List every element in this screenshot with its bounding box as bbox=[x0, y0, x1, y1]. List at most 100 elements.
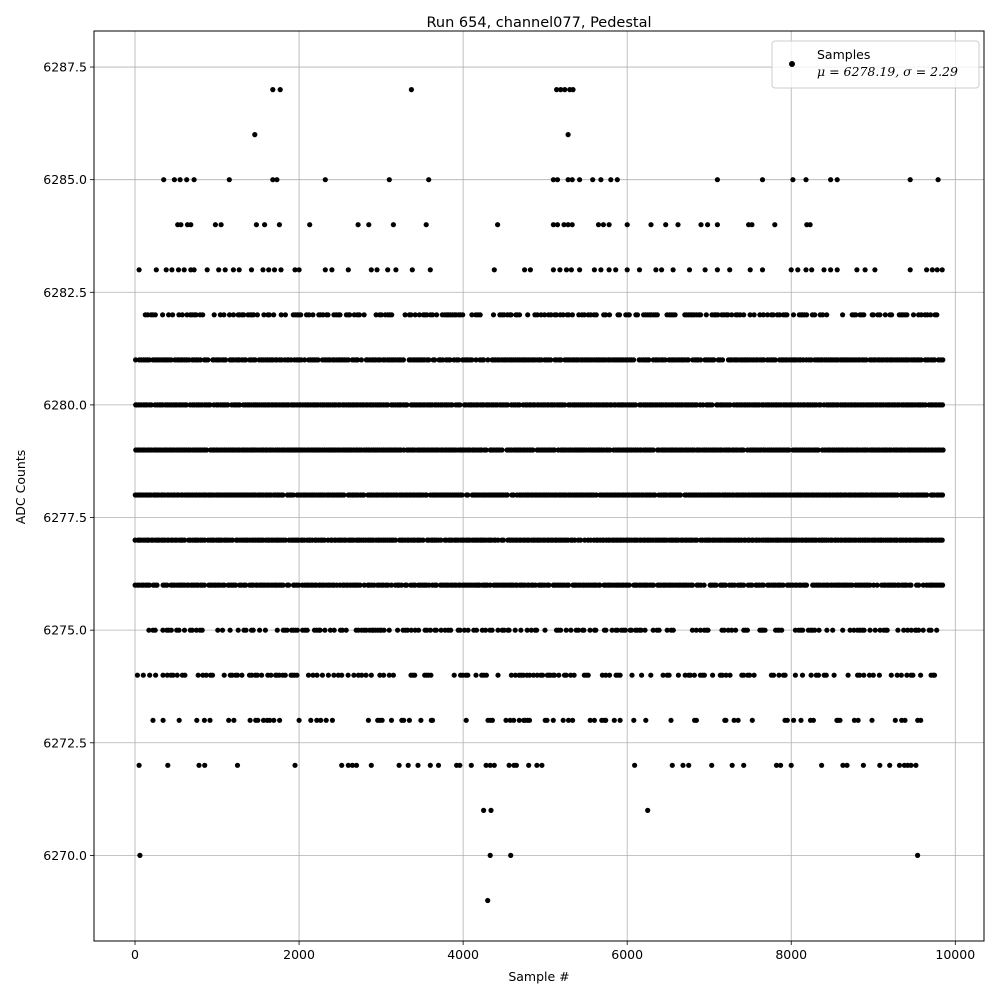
data-point bbox=[161, 177, 167, 183]
data-point bbox=[861, 627, 867, 633]
data-point bbox=[308, 717, 314, 723]
data-point bbox=[400, 357, 406, 363]
data-point bbox=[735, 717, 741, 723]
data-point bbox=[181, 627, 188, 633]
data-point bbox=[624, 267, 630, 273]
data-point bbox=[542, 627, 548, 633]
data-point bbox=[689, 627, 696, 633]
data-point bbox=[577, 267, 583, 273]
data-point bbox=[834, 267, 840, 273]
data-point bbox=[861, 312, 867, 318]
data-point bbox=[550, 222, 557, 228]
data-point bbox=[611, 717, 617, 723]
data-point bbox=[660, 672, 666, 678]
data-point bbox=[270, 87, 276, 93]
data-point bbox=[749, 717, 755, 723]
data-point bbox=[331, 627, 337, 633]
data-point bbox=[271, 717, 277, 723]
data-point bbox=[650, 582, 657, 588]
data-point bbox=[904, 672, 910, 678]
data-point bbox=[231, 717, 237, 723]
data-point bbox=[294, 627, 300, 633]
data-point bbox=[481, 807, 487, 814]
data-point bbox=[516, 312, 523, 318]
data-point bbox=[721, 627, 727, 633]
data-point bbox=[290, 492, 296, 498]
data-point bbox=[844, 762, 850, 768]
data-point bbox=[506, 627, 512, 633]
data-point bbox=[343, 627, 349, 633]
data-point bbox=[855, 717, 861, 723]
data-point bbox=[542, 312, 548, 318]
data-point bbox=[622, 627, 628, 633]
data-point bbox=[563, 267, 570, 273]
data-point bbox=[939, 267, 945, 273]
data-point bbox=[253, 222, 259, 228]
data-point bbox=[196, 762, 202, 768]
data-point bbox=[606, 267, 612, 273]
data-point bbox=[271, 312, 277, 318]
data-point bbox=[849, 582, 855, 588]
legend-marker bbox=[789, 61, 795, 67]
data-point bbox=[666, 672, 672, 678]
data-point bbox=[939, 537, 945, 543]
data-point bbox=[435, 762, 442, 768]
data-point bbox=[347, 312, 353, 318]
data-point bbox=[534, 762, 540, 768]
data-point bbox=[709, 762, 715, 768]
data-point bbox=[698, 312, 704, 318]
data-point bbox=[902, 717, 908, 723]
data-point bbox=[468, 762, 474, 768]
data-point bbox=[363, 672, 369, 678]
data-point bbox=[617, 672, 623, 678]
data-point bbox=[212, 222, 218, 228]
data-point bbox=[571, 672, 577, 678]
data-point bbox=[934, 312, 940, 318]
data-point bbox=[267, 717, 273, 723]
data-point bbox=[357, 582, 363, 588]
data-point bbox=[255, 717, 261, 723]
data-point bbox=[828, 177, 834, 183]
data-point bbox=[652, 492, 658, 498]
data-point bbox=[845, 672, 851, 678]
data-point bbox=[433, 582, 439, 588]
data-point bbox=[872, 627, 878, 633]
data-point bbox=[863, 357, 869, 363]
data-point bbox=[262, 627, 268, 633]
data-point bbox=[178, 222, 184, 228]
data-point bbox=[465, 672, 471, 678]
data-point bbox=[488, 807, 494, 814]
data-point bbox=[526, 717, 533, 723]
data-point bbox=[304, 627, 310, 633]
data-point bbox=[568, 267, 575, 273]
data-point bbox=[874, 582, 880, 588]
data-point bbox=[339, 627, 345, 633]
data-point bbox=[854, 267, 860, 273]
data-point bbox=[636, 267, 643, 273]
data-point bbox=[544, 717, 550, 723]
data-point bbox=[786, 447, 792, 453]
data-point bbox=[788, 762, 794, 768]
data-point bbox=[815, 447, 821, 453]
data-point bbox=[554, 177, 561, 183]
data-point bbox=[274, 627, 280, 633]
data-point bbox=[282, 312, 288, 318]
data-point bbox=[345, 672, 351, 678]
data-point bbox=[257, 627, 263, 633]
data-point bbox=[626, 582, 632, 588]
data-point bbox=[438, 627, 444, 633]
data-point bbox=[701, 672, 708, 678]
data-point bbox=[727, 672, 733, 678]
data-point bbox=[282, 537, 288, 543]
data-point bbox=[310, 312, 316, 318]
data-point bbox=[762, 627, 768, 633]
data-point bbox=[749, 222, 755, 228]
data-point bbox=[401, 717, 407, 723]
data-point bbox=[270, 177, 276, 183]
x-tick-label: 0 bbox=[131, 947, 139, 962]
data-point bbox=[568, 627, 574, 633]
data-point bbox=[319, 672, 325, 678]
data-point bbox=[274, 177, 280, 183]
data-point bbox=[782, 672, 788, 678]
data-point bbox=[508, 852, 514, 859]
